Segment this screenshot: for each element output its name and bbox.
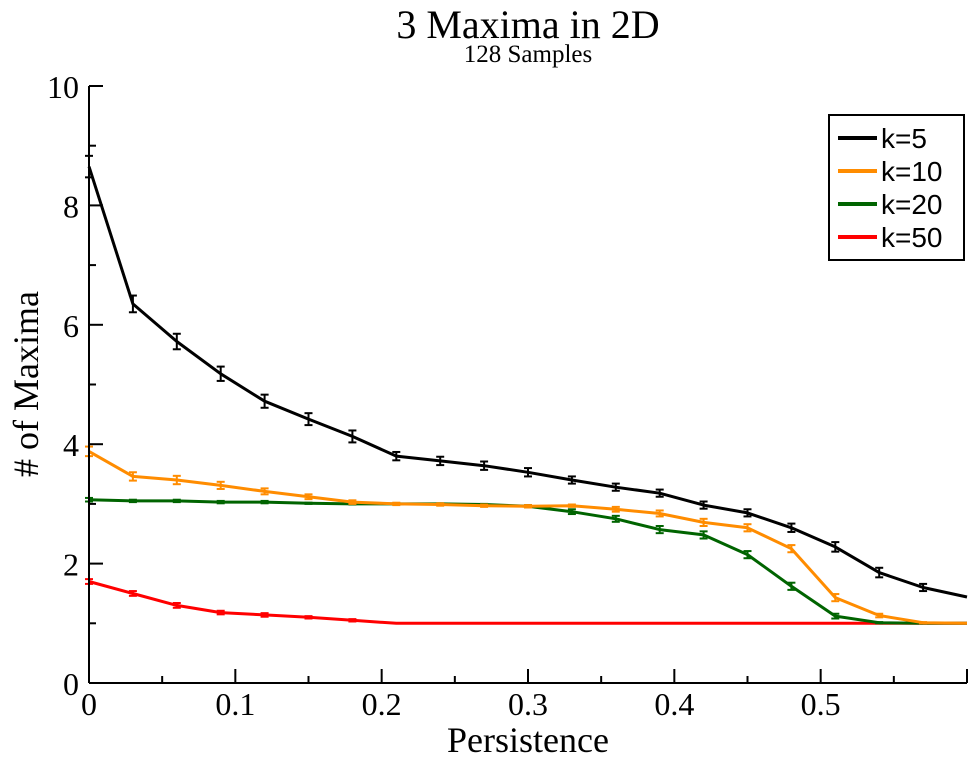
- x-tick-label: 0.4: [654, 686, 694, 722]
- legend-label: k=10: [881, 156, 943, 187]
- y-tick-label: 4: [63, 427, 79, 463]
- legend: k=5k=10k=20k=50: [828, 114, 965, 261]
- chart-title: 3 Maxima in 2D: [396, 2, 659, 47]
- series-layer: [85, 154, 968, 625]
- legend-label: k=50: [881, 222, 943, 253]
- y-axis-label: # of Maxima: [6, 291, 46, 477]
- series-k-10: [85, 445, 968, 625]
- series-k-50: [85, 578, 967, 625]
- series-k-5: [85, 154, 968, 599]
- x-tick-label: 0: [81, 686, 97, 722]
- axes-layer: 0 2 4 6 8 10 0 0.1 0.2 0.3 0.4 0.5: [47, 69, 968, 722]
- y-tick-label: 10: [47, 69, 79, 105]
- y-tick-label: 2: [63, 547, 79, 583]
- series-line: [88, 498, 967, 625]
- x-axis-label: Persistence: [447, 720, 609, 760]
- y-tick-label: 6: [63, 308, 79, 344]
- y-tick-label: 0: [63, 666, 79, 702]
- series-k-20: [85, 496, 967, 625]
- x-tick-label: 0.3: [508, 686, 548, 722]
- legend-label: k=20: [881, 189, 943, 220]
- chart-subtitle: 128 Samples: [464, 41, 592, 68]
- x-tick-label: 0.1: [215, 686, 255, 722]
- legend-label: k=5: [881, 123, 927, 154]
- x-tick-label: 0.5: [801, 686, 841, 722]
- y-tick-label: 8: [63, 188, 79, 224]
- x-tick-label: 0.2: [362, 686, 402, 722]
- series-line: [88, 580, 967, 625]
